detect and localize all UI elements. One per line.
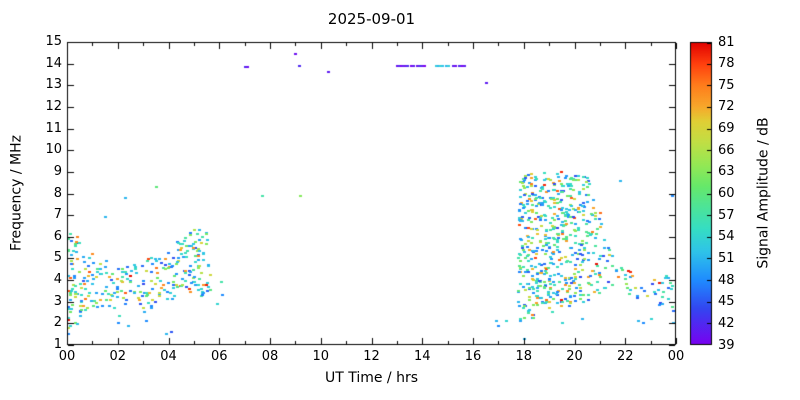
colorbar-tick-label: 63 — [718, 164, 735, 180]
x-tick-label: 08 — [261, 349, 279, 364]
y-axis-label: Frequency / MHz — [8, 135, 25, 251]
y-tick-label: 10 — [45, 142, 62, 158]
x-tick-label: 00 — [667, 349, 685, 364]
colorbar-tick-label: 69 — [718, 121, 735, 137]
colorbar-tick-label: 48 — [718, 272, 735, 288]
colorbar-tick-label: 72 — [718, 99, 735, 115]
x-tick-label: 02 — [109, 349, 127, 364]
x-tick-label: 14 — [413, 349, 431, 364]
chart-title: 2025-09-01 — [327, 10, 416, 28]
y-tick-label: 5 — [53, 250, 62, 266]
y-tick-label: 12 — [45, 98, 62, 114]
y-tick-label: 3 — [53, 293, 62, 309]
colorbar-tick-label: 75 — [718, 77, 735, 93]
x-tick-label: 00 — [58, 349, 76, 364]
colorbar-tick-label: 45 — [718, 294, 735, 310]
colorbar-tick-label: 51 — [718, 250, 735, 266]
x-tick-label: 04 — [160, 349, 177, 364]
colorbar-tick-label: 66 — [718, 142, 735, 158]
colorbar-tick-label: 60 — [718, 186, 735, 201]
x-axis-label: UT Time / hrs — [324, 370, 419, 386]
colorbar-tick-label: 81 — [718, 34, 735, 50]
colorbar-tick-label: 42 — [718, 315, 735, 331]
y-tick-label: 2 — [53, 315, 62, 331]
colorbar-label: Signal Amplitude / dB — [755, 117, 772, 269]
x-tick-label: 22 — [616, 349, 634, 364]
colorbar-tick-label: 54 — [718, 229, 735, 245]
y-tick-label: 11 — [45, 120, 62, 136]
x-tick-label: 10 — [312, 349, 330, 364]
colorbar-tick-label: 39 — [718, 337, 735, 353]
y-tick-label: 14 — [45, 55, 62, 71]
x-tick-label: 12 — [363, 349, 380, 364]
x-tick-label: 18 — [515, 349, 533, 364]
y-tick-label: 13 — [45, 77, 62, 93]
y-tick-label: 7 — [53, 207, 62, 223]
y-tick-label: 15 — [45, 34, 62, 49]
x-tick-label: 06 — [210, 349, 228, 364]
x-tick-label: 16 — [464, 349, 482, 364]
x-tick-label: 20 — [566, 349, 583, 364]
y-tick-label: 1 — [53, 337, 62, 352]
y-tick-label: 4 — [53, 272, 62, 288]
y-tick-label: 9 — [53, 163, 62, 179]
colorbar-tick-label: 78 — [718, 56, 735, 72]
y-tick-label: 8 — [53, 185, 62, 201]
y-tick-label: 6 — [53, 228, 62, 244]
colorbar-tick-label: 57 — [718, 207, 735, 223]
